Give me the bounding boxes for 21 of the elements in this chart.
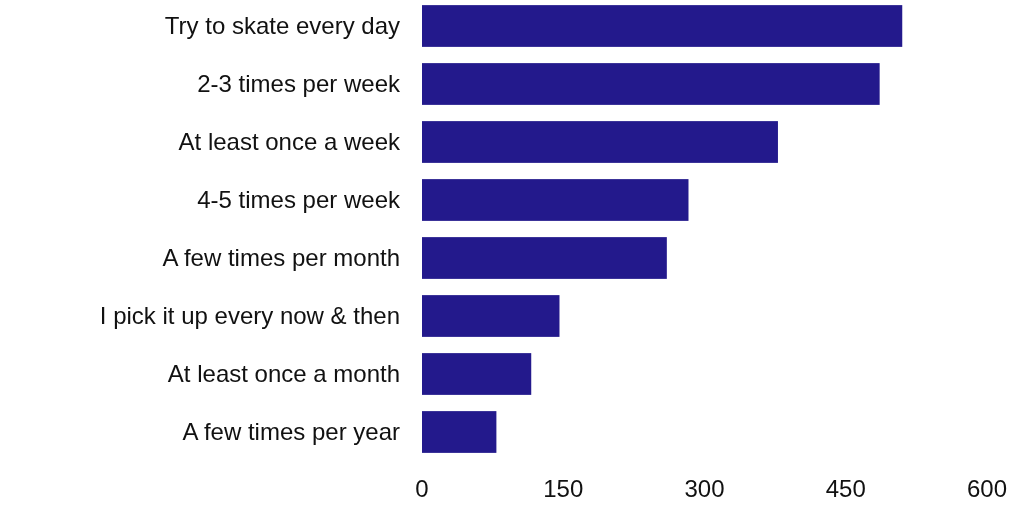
x-tick-label: 300 xyxy=(684,475,725,502)
bar xyxy=(422,411,497,453)
x-tick-label: 150 xyxy=(543,475,584,502)
x-tick-label: 0 xyxy=(415,475,429,502)
y-tick-label: 2-3 times per week xyxy=(197,70,401,98)
bar xyxy=(422,179,689,221)
y-tick-label: A few times per month xyxy=(162,244,400,272)
bar xyxy=(422,237,667,279)
bar xyxy=(422,121,778,163)
y-tick-label: 4-5 times per week xyxy=(197,186,401,214)
y-tick-label: A few times per year xyxy=(182,418,400,446)
y-tick-label: At least once a month xyxy=(167,360,400,388)
bar xyxy=(422,353,532,395)
y-tick-label: I pick it up every now & then xyxy=(99,302,400,330)
y-tick-label: Try to skate every day xyxy=(164,12,400,40)
x-tick-label: 450 xyxy=(825,475,866,502)
y-tick-label: At least once a week xyxy=(178,128,401,156)
bar xyxy=(422,5,903,47)
bar xyxy=(422,63,880,105)
bar xyxy=(422,295,560,337)
x-tick-label: 600 xyxy=(966,475,1008,502)
